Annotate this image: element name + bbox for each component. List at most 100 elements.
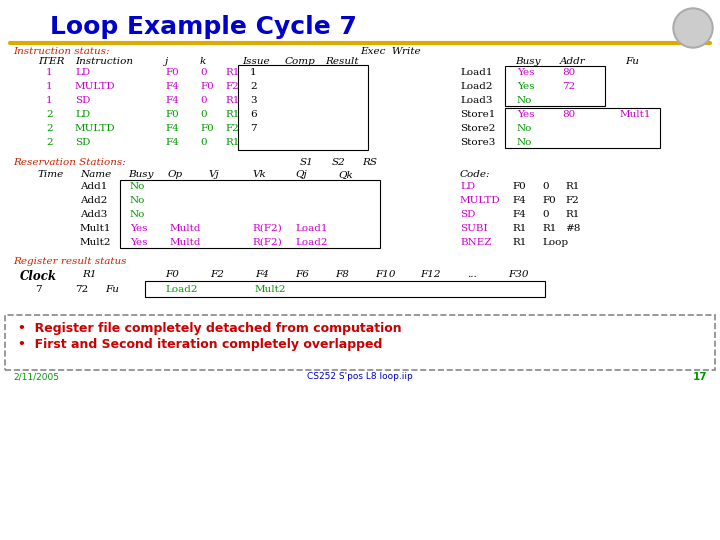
Circle shape [673,8,713,48]
Bar [505,108,660,148]
Text: No: No [130,210,145,219]
Text: R1: R1 [512,224,526,233]
Text: R(F2): R(F2) [252,224,282,233]
Text: 2: 2 [46,124,53,133]
Text: CS: CS [688,22,698,28]
Text: No: No [130,182,145,191]
Text: Store3: Store3 [460,138,495,147]
Text: R1: R1 [542,224,557,233]
Text: Yes: Yes [517,82,534,91]
Text: F0: F0 [165,68,179,77]
Text: Load2: Load2 [460,82,492,91]
Text: 2: 2 [46,138,53,147]
Text: 1: 1 [46,82,53,91]
Text: 80: 80 [562,110,575,119]
Text: F2: F2 [225,82,239,91]
Text: ITER: ITER [38,57,65,66]
Text: Mult2: Mult2 [255,285,287,294]
Text: Mult1: Mult1 [620,110,652,119]
Text: ...: ... [467,270,477,279]
Text: F2: F2 [565,196,579,205]
Text: #8: #8 [565,224,580,233]
Text: F10: F10 [375,270,395,279]
Text: F4: F4 [165,124,179,133]
Text: Comp: Comp [285,57,316,66]
Text: Store1: Store1 [460,110,495,119]
Text: F8: F8 [335,270,349,279]
Bar [238,65,368,150]
Text: Fu: Fu [625,57,639,66]
Text: RS: RS [362,158,377,167]
Text: Code:: Code: [460,170,490,179]
Text: Vk: Vk [252,170,266,179]
Text: No: No [130,196,145,205]
Text: 0: 0 [200,138,207,147]
Text: R1: R1 [225,68,239,77]
Text: F2: F2 [210,270,224,279]
Text: Reservation Stations:: Reservation Stations: [13,158,126,167]
Text: 1: 1 [46,68,53,77]
Text: Result: Result [325,57,359,66]
Text: 0: 0 [200,68,207,77]
Text: Qj: Qj [295,170,307,179]
Text: BNEZ: BNEZ [460,238,492,247]
Text: 72: 72 [75,285,89,294]
Text: Load3: Load3 [460,96,492,105]
Text: F0: F0 [165,270,179,279]
Text: 2: 2 [250,82,256,91]
Text: CS252 S'pos L8 loop.iip: CS252 S'pos L8 loop.iip [307,372,413,381]
Text: 17: 17 [693,372,707,382]
Text: Loop: Loop [542,238,568,247]
Text: R1: R1 [225,138,239,147]
Text: R1: R1 [82,270,96,279]
Text: Time: Time [38,170,64,179]
Circle shape [675,10,711,46]
Text: MULTD: MULTD [75,124,116,133]
Text: 0: 0 [200,96,207,105]
Text: R1: R1 [512,238,526,247]
Text: F4: F4 [165,138,179,147]
Text: Mult2: Mult2 [80,238,112,247]
Bar [120,180,380,248]
Text: 72: 72 [562,82,575,91]
Text: Yes: Yes [517,68,534,77]
Text: Add3: Add3 [80,210,107,219]
Text: 3: 3 [250,96,256,105]
Text: Multd: Multd [170,238,202,247]
Text: R1: R1 [565,182,580,191]
Text: SD: SD [75,138,91,147]
Text: j: j [165,57,168,66]
Text: F12: F12 [420,270,441,279]
Text: 1: 1 [46,96,53,105]
Text: 80: 80 [562,68,575,77]
Text: R1: R1 [225,96,239,105]
Text: F0: F0 [165,110,179,119]
Text: No: No [517,124,532,133]
Text: Clock: Clock [20,270,57,283]
Text: F0: F0 [512,182,526,191]
Text: Addr: Addr [560,57,586,66]
Text: •  First and Second iteration completely overlapped: • First and Second iteration completely … [18,338,382,351]
Text: Yes: Yes [517,110,534,119]
Text: LD: LD [75,68,90,77]
Text: Op: Op [168,170,183,179]
Text: F4: F4 [255,270,269,279]
Text: R(F2): R(F2) [252,238,282,247]
Text: Load2: Load2 [165,285,197,294]
Text: 2/11/2005: 2/11/2005 [13,372,59,381]
Text: Add2: Add2 [80,196,107,205]
Text: F4: F4 [165,82,179,91]
Text: 1: 1 [250,68,256,77]
Text: Vj: Vj [208,170,219,179]
Text: Load1: Load1 [460,68,492,77]
Text: Issue: Issue [242,57,269,66]
Text: Loop Example Cycle 7: Loop Example Cycle 7 [50,15,357,39]
Text: F4: F4 [512,210,526,219]
Text: Busy: Busy [515,57,541,66]
Text: 0: 0 [542,182,549,191]
Text: SD: SD [75,96,91,105]
Text: S1: S1 [300,158,314,167]
Text: MULTD: MULTD [75,82,116,91]
Text: Yes: Yes [130,238,148,247]
Text: Store2: Store2 [460,124,495,133]
